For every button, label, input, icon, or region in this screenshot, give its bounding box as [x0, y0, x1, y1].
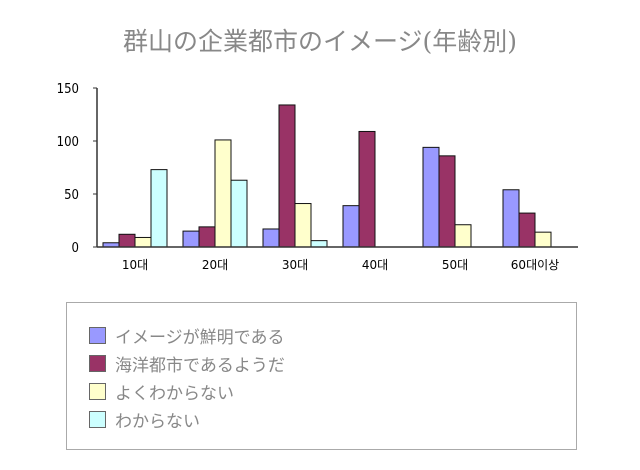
bar	[454, 224, 472, 248]
bar	[198, 226, 216, 248]
bar	[534, 231, 552, 248]
y-tick-label: 0	[72, 241, 79, 256]
legend-item: よくわからない	[89, 379, 234, 404]
legend-label: わからない	[115, 411, 200, 432]
bar	[118, 233, 136, 248]
x-tick-label: 30대	[282, 258, 308, 272]
x-tick-label: 40대	[362, 258, 388, 272]
bar-chart: 0 50 100 150 10대 20대 30대 40대 50대 60대이상	[57, 82, 578, 272]
bar	[182, 230, 200, 248]
legend-item: 海洋都市であるようだ	[89, 351, 285, 376]
bar	[214, 139, 232, 248]
bar	[150, 169, 168, 248]
legend-label: よくわからない	[115, 383, 234, 404]
legend-item: わからない	[89, 407, 200, 432]
x-tick-label: 50대	[442, 258, 468, 272]
x-tick-label: 10대	[122, 258, 148, 272]
bar	[422, 146, 440, 248]
bar	[134, 236, 152, 248]
bar	[342, 205, 360, 248]
bar	[358, 130, 376, 248]
x-tick-label: 60대이상	[511, 258, 559, 272]
bar	[518, 212, 536, 248]
legend: イメージが鮮明である 海洋都市であるようだ よくわからない わからない	[66, 302, 577, 450]
bar	[230, 179, 248, 248]
legend-swatch	[89, 410, 106, 428]
x-tick-label: 20대	[202, 258, 228, 272]
bar	[278, 104, 296, 248]
bar	[310, 240, 328, 248]
legend-label: イメージが鮮明である	[115, 327, 285, 348]
y-tick-label: 100	[57, 135, 79, 150]
y-tick-label: 50	[64, 188, 79, 203]
legend-swatch	[89, 354, 106, 372]
chart-title: 群山の企業都市のイメージ(年齢別)	[122, 27, 517, 56]
bar	[438, 155, 456, 248]
y-tick-label: 150	[57, 82, 79, 97]
legend-label: 海洋都市であるようだ	[115, 355, 285, 376]
legend-item: イメージが鮮明である	[89, 323, 285, 348]
bar	[294, 203, 312, 248]
bar	[502, 189, 520, 248]
bar	[262, 228, 280, 248]
legend-swatch	[89, 382, 106, 400]
legend-swatch	[89, 326, 106, 344]
